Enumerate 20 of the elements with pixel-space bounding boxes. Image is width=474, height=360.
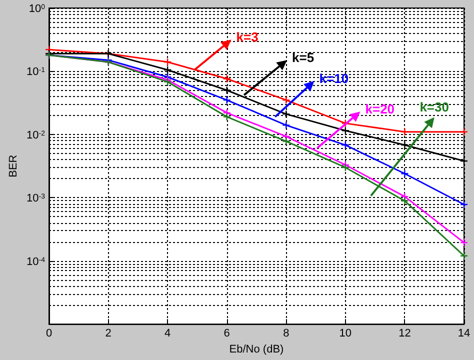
x-tick-label: 10 <box>339 328 352 340</box>
x-tick-label: 14 <box>458 328 470 340</box>
x-tick-label: 8 <box>283 328 290 340</box>
x-tick-label: 4 <box>164 328 171 340</box>
x-axis-title: Eb/No (dB) <box>229 344 284 356</box>
legend-label: k=10 <box>319 71 349 86</box>
y-tick-label: 10$^{-2}$ <box>26 129 46 142</box>
y-tick-label: 10$^{-1}$ <box>26 66 46 78</box>
x-tick-label: 0 <box>46 328 52 340</box>
x-tick-label: 2 <box>105 328 112 340</box>
legend-label: k=5 <box>292 50 314 66</box>
y-axis-title: BER <box>8 154 20 178</box>
text: k=30 <box>420 99 450 114</box>
x-tick-label: 12 <box>398 328 411 340</box>
x-tick-label: 6 <box>224 328 230 340</box>
legend-label: k=3 <box>236 30 258 45</box>
y-tick-label: 10$^{0}$ <box>28 3 46 15</box>
y-tick-label: 10$^{-4}$ <box>26 256 46 268</box>
y-tick-label: 10$^{-3}$ <box>26 192 46 205</box>
legend-label: k=20 <box>365 102 395 117</box>
